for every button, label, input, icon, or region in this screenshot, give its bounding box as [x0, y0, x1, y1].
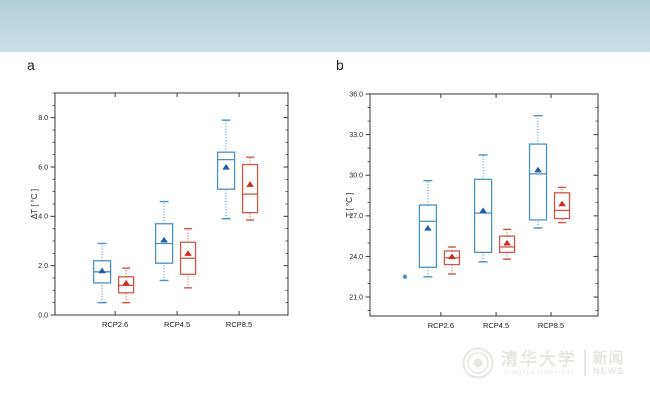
watermark-university-en: Tsinghua University — [503, 369, 575, 376]
svg-text:RCP8.5: RCP8.5 — [226, 320, 252, 329]
watermark-divider — [584, 350, 586, 376]
svg-text:4.0: 4.0 — [38, 214, 48, 221]
panel-b-label: b — [336, 57, 344, 73]
svg-text:RCP4.5: RCP4.5 — [483, 321, 509, 330]
boxplot-panel-b: 21.0 24.0 27.0 30.0 33.0 36.0 RCP2.6 RCP4.5 RCP8… — [345, 91, 599, 330]
svg-text:8.0: 8.0 — [38, 115, 48, 122]
boxplot-panel-a: 0.0 2.0 4.0 6.0 8.0 RCP2.6 RCP4.5 RCP8.5 ΔT [ °C… — [30, 92, 289, 329]
svg-text:6.0: 6.0 — [38, 164, 48, 171]
svg-text:RCP2.6: RCP2.6 — [102, 320, 128, 329]
svg-text:0.0: 0.0 — [38, 312, 48, 319]
watermark-news-en: NEWS — [593, 365, 624, 376]
svg-text:24.0: 24.0 — [349, 254, 363, 261]
svg-text:21.0: 21.0 — [349, 294, 363, 301]
svg-text:T [ °C ]: T [ °C ] — [345, 193, 354, 218]
watermark-news: 新闻 NEWS — [593, 351, 625, 376]
svg-text:27.0: 27.0 — [349, 213, 363, 220]
watermark: 清华大学 Tsinghua University 新闻 NEWS — [462, 342, 625, 384]
panel-a-label: a — [27, 57, 35, 73]
svg-text:RCP8.5: RCP8.5 — [538, 321, 564, 330]
watermark-university: 清华大学 Tsinghua University — [501, 351, 577, 376]
svg-text:33.0: 33.0 — [349, 132, 363, 139]
top-banner — [0, 0, 650, 52]
watermark-news-cn: 新闻 — [592, 349, 625, 367]
svg-text:2.0: 2.0 — [38, 263, 48, 270]
watermark-university-cn: 清华大学 — [501, 349, 577, 369]
svg-text:RCP2.6: RCP2.6 — [428, 321, 454, 330]
svg-text:RCP4.5: RCP4.5 — [164, 320, 190, 329]
svg-text:ΔT [ °C ]: ΔT [ °C ] — [30, 189, 39, 219]
svg-text:36.0: 36.0 — [349, 91, 363, 98]
svg-text:30.0: 30.0 — [349, 173, 363, 180]
university-seal-icon — [462, 347, 494, 379]
